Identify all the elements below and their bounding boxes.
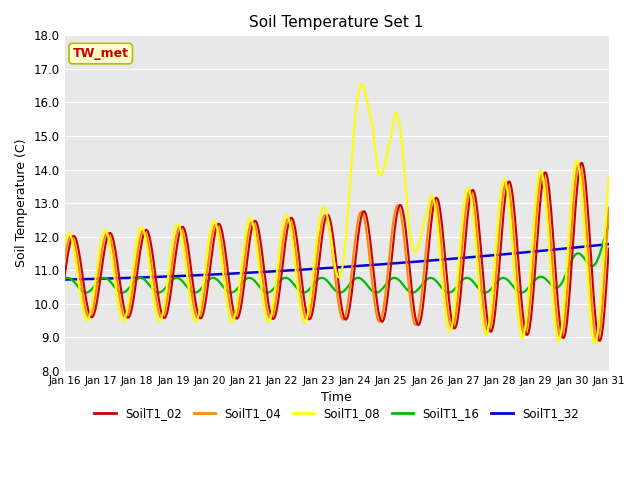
X-axis label: Time: Time (321, 391, 352, 404)
Y-axis label: Soil Temperature (C): Soil Temperature (C) (15, 139, 28, 267)
Title: Soil Temperature Set 1: Soil Temperature Set 1 (250, 15, 424, 30)
Legend: SoilT1_02, SoilT1_04, SoilT1_08, SoilT1_16, SoilT1_32: SoilT1_02, SoilT1_04, SoilT1_08, SoilT1_… (90, 403, 584, 425)
Text: TW_met: TW_met (73, 47, 129, 60)
